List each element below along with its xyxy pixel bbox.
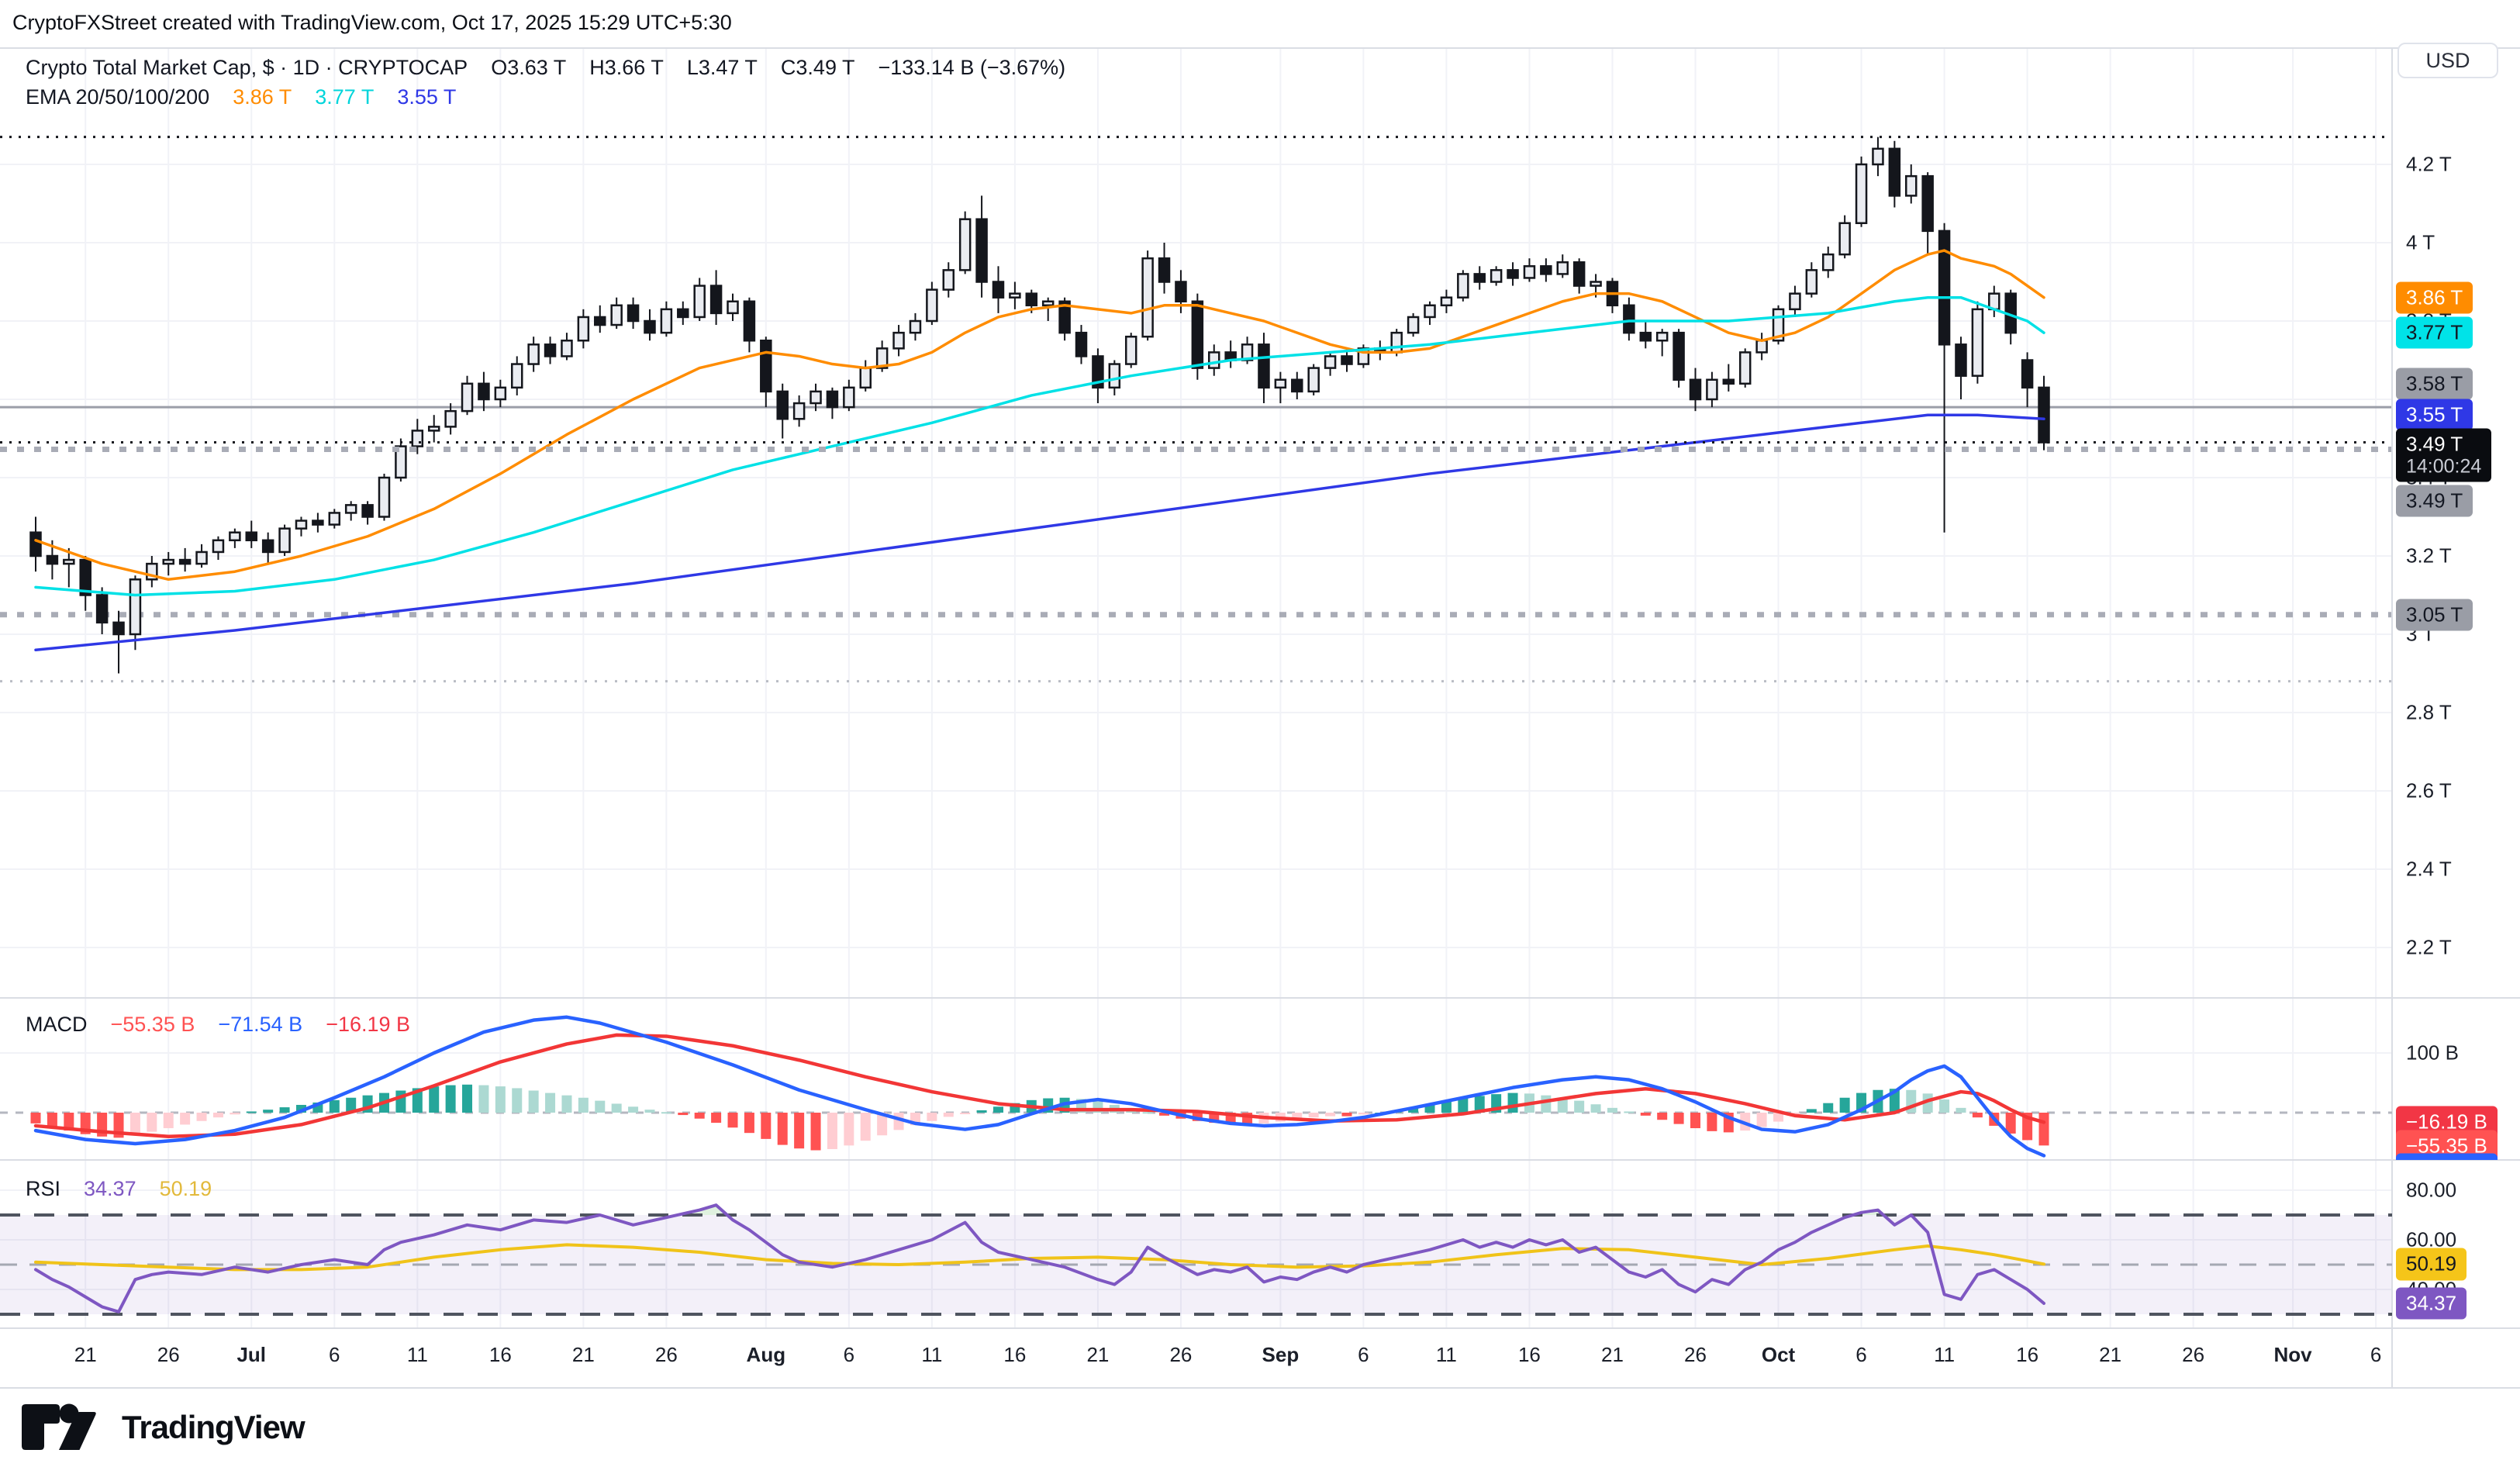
ohlc-change: −133.14 B (−3.67%) xyxy=(878,56,1066,79)
time-tick-label: 6 xyxy=(843,1343,855,1366)
price-tick-label: 100 B xyxy=(2406,1041,2459,1065)
ohlc-high: H3.66 T xyxy=(589,56,664,79)
macd-line-value: −71.54 B xyxy=(218,1013,303,1036)
price-badge: 3.05 T xyxy=(2396,599,2473,631)
ohlc-low: L3.47 T xyxy=(686,56,758,79)
time-tick-label: Jul xyxy=(236,1343,267,1366)
price-tick-label: 4.2 T xyxy=(2406,152,2452,176)
time-tick-label: 21 xyxy=(2099,1343,2122,1366)
time-tick-label: Sep xyxy=(1262,1343,1300,1366)
tradingview-logo[interactable]: TradingView xyxy=(20,1403,306,1451)
price-badge: 3.86 T xyxy=(2396,281,2473,314)
ema-legend-label: EMA 20/50/100/200 xyxy=(26,85,210,109)
macd-axis-badges: −16.19 B−55.35 B−71.54 B xyxy=(2392,998,2520,1160)
price-tick-label: 2.8 T xyxy=(2406,700,2452,724)
time-tick-label: 11 xyxy=(1435,1343,1457,1366)
price-badge: 3.49 T xyxy=(2396,484,2473,517)
rsi-badge: 50.19 xyxy=(2396,1248,2467,1280)
price-tick-label: 60.00 xyxy=(2406,1227,2457,1251)
time-tick-label: 26 xyxy=(2182,1343,2205,1366)
price-tick-label: 2.2 T xyxy=(2406,935,2452,959)
time-tick-label: 26 xyxy=(1169,1343,1193,1366)
time-tick-label: 26 xyxy=(654,1343,678,1366)
symbol-title: Crypto Total Market Cap, $ · 1D · CRYPTO… xyxy=(26,56,468,79)
macd-legend-label: MACD xyxy=(26,1013,88,1036)
time-tick-label: 6 xyxy=(1358,1343,1369,1366)
macd-legend: MACD −55.35 B −71.54 B −16.19 B xyxy=(26,1013,410,1037)
time-tick-label: 16 xyxy=(488,1343,512,1366)
time-tick-label: 11 xyxy=(1934,1343,1956,1366)
price-badge: 3.58 T xyxy=(2396,368,2473,400)
currency-unit-button[interactable]: USD xyxy=(2397,43,2498,78)
macd-histogram-value: −55.35 B xyxy=(110,1013,195,1036)
time-tick-label: 6 xyxy=(2370,1343,2382,1366)
ema-value-50: 3.77 T xyxy=(315,85,375,109)
rsi-legend: RSI 34.37 50.19 xyxy=(26,1177,212,1201)
ema-value-20: 3.86 T xyxy=(233,85,292,109)
time-tick-label: 16 xyxy=(1517,1343,1541,1366)
time-tick-label: 21 xyxy=(1086,1343,1110,1366)
time-tick-label: 21 xyxy=(74,1343,97,1366)
macd-badge: −71.54 B xyxy=(2396,1153,2498,1160)
time-tick-label: 26 xyxy=(157,1343,180,1366)
price-tick-label: 2.6 T xyxy=(2406,778,2452,803)
time-tick-label: 21 xyxy=(1601,1343,1624,1366)
macd-signal-value: −16.19 B xyxy=(326,1013,411,1036)
rsi-value: 34.37 xyxy=(84,1177,136,1200)
attribution-text: CryptoFXStreet created with TradingView.… xyxy=(12,11,732,34)
ema-legend: EMA 20/50/100/200 3.86 T 3.77 T 3.55 T xyxy=(26,85,456,109)
symbol-legend: Crypto Total Market Cap, $ · 1D · CRYPTO… xyxy=(26,56,1065,80)
rsi-legend-label: RSI xyxy=(26,1177,61,1200)
time-tick-label: Oct xyxy=(1761,1343,1796,1366)
time-tick-label: 11 xyxy=(406,1343,428,1366)
time-tick-label: 21 xyxy=(571,1343,595,1366)
time-tick-label: 16 xyxy=(1003,1343,1027,1366)
time-tick-label: 26 xyxy=(1684,1343,1707,1366)
time-tick-label: 11 xyxy=(921,1343,943,1366)
price-tick-label: 4 T xyxy=(2406,230,2435,254)
price-tick-label: 80.00 xyxy=(2406,1178,2457,1202)
rsi-badge: 34.37 xyxy=(2396,1287,2467,1320)
price-tick-label: 2.4 T xyxy=(2406,857,2452,881)
time-tick-label: 6 xyxy=(329,1343,340,1366)
tradingview-logo-text: TradingView xyxy=(122,1409,306,1445)
time-tick-label: 6 xyxy=(1855,1343,1867,1366)
price-tick-label: 3.2 T xyxy=(2406,544,2452,568)
ohlc-close: C3.49 T xyxy=(780,56,855,79)
ema-value-slow: 3.55 T xyxy=(397,85,457,109)
time-tick-label: 16 xyxy=(2016,1343,2039,1366)
tradingview-logo-icon xyxy=(22,1403,96,1450)
price-badge: 3.77 T xyxy=(2396,316,2473,349)
ohlc-open: O3.63 T xyxy=(491,56,567,79)
time-tick-label: Aug xyxy=(746,1343,786,1366)
price-badge: 3.49 T 14:00:24 xyxy=(2396,427,2492,482)
time-tick-label: Nov xyxy=(2273,1343,2312,1366)
price-badge: 3.55 T xyxy=(2396,399,2473,431)
rsi-ma-value: 50.19 xyxy=(159,1177,212,1200)
